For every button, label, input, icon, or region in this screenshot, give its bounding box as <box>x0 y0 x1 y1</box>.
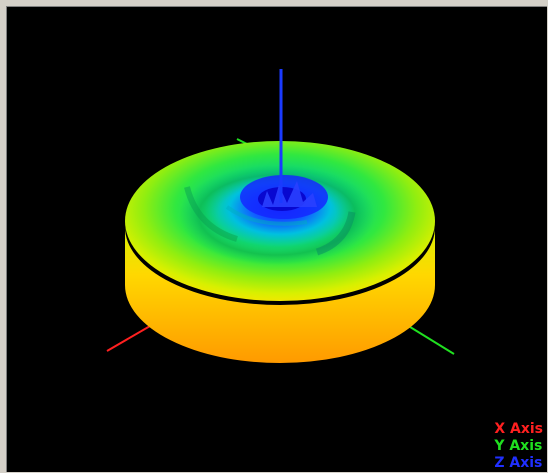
pattern-ridge-left <box>184 186 238 242</box>
pattern-center-spikes <box>262 181 317 207</box>
plot-canvas <box>106 69 455 363</box>
axis-legend: X Axis Y Axis Z Axis <box>494 421 543 472</box>
x-axis-label: X Axis <box>494 421 543 437</box>
pattern-side-surface <box>125 227 435 363</box>
pattern-ridge-inner <box>225 205 308 226</box>
y-axis-label: Y Axis <box>494 438 543 454</box>
pattern-ridge-right <box>315 211 356 256</box>
y-axis-line <box>401 321 455 355</box>
z-axis-label: Z Axis <box>494 455 543 471</box>
3d-viewport[interactable]: X Axis Y Axis Z Axis <box>6 6 547 472</box>
x-axis-line <box>106 321 158 352</box>
